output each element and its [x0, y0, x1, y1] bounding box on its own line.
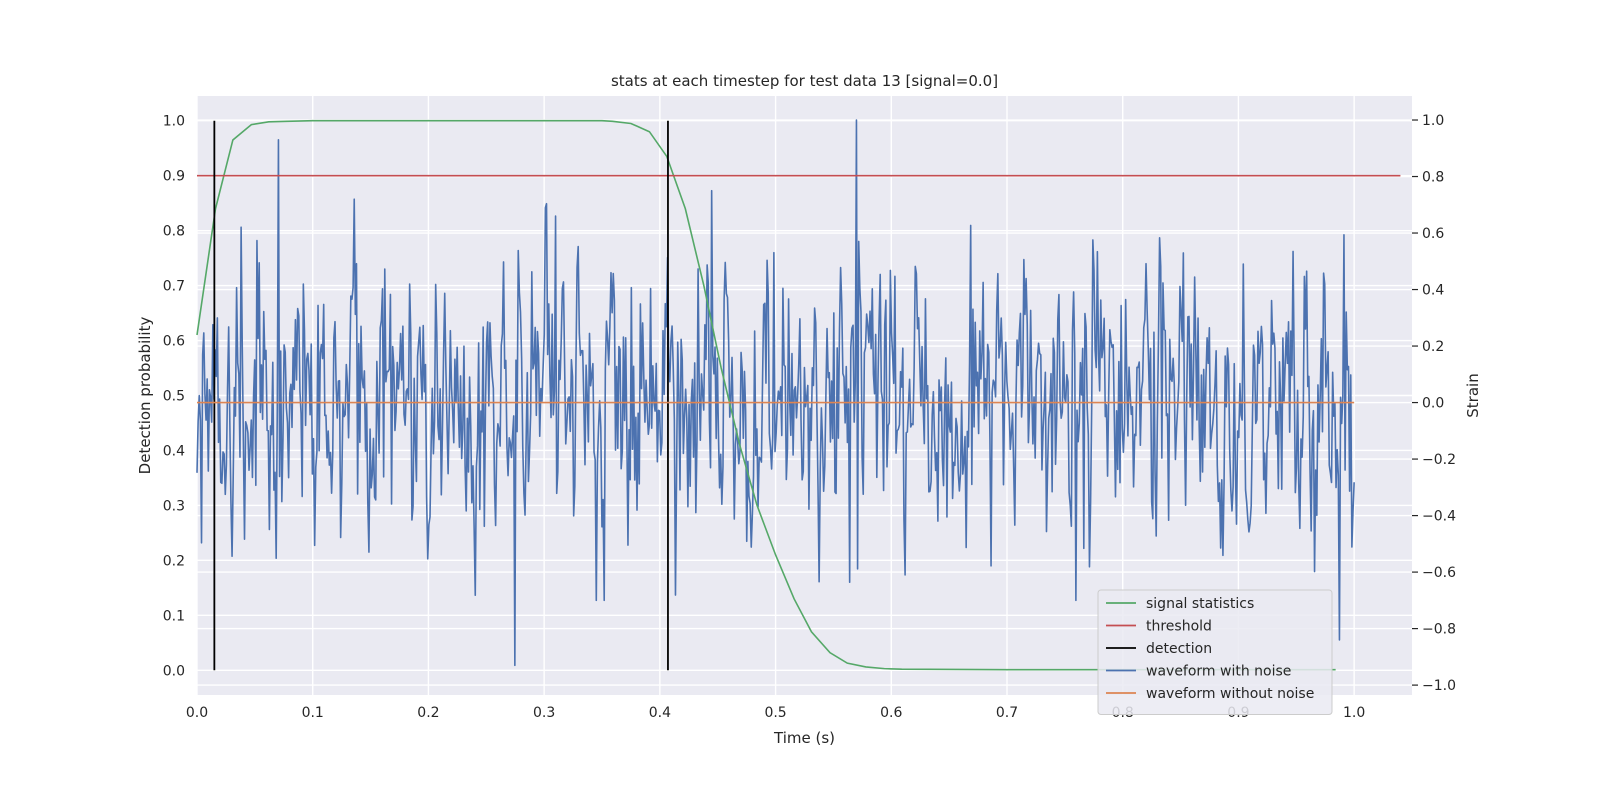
y-tick-label-right: 0.6 [1422, 226, 1444, 242]
y-tick-label-left: 0.5 [163, 389, 185, 405]
x-tick-label: 0.3 [533, 705, 555, 721]
y-axis-right: −1.0 −0.8 −0.6 −0.4 −0.2 0.0 0.2 0.4 0.6 0.8 1.0 [1412, 113, 1456, 694]
legend-box [1097, 589, 1333, 715]
legend-label: waveform with noise [1146, 664, 1291, 680]
y-axis-label-left: Detection probability [136, 317, 154, 475]
x-tick-label: 0.1 [302, 705, 324, 721]
x-tick-label: 0.6 [880, 705, 902, 721]
legend: signal statistics threshold detection wavef… [1097, 589, 1333, 715]
y-tick-label-left: 0.9 [163, 169, 185, 185]
y-tick-label-right: 1.0 [1422, 113, 1444, 129]
y-tick-label-left: 0.4 [163, 443, 185, 459]
series-layer [196, 119, 1401, 671]
y-tick-label-left: 0.3 [163, 498, 185, 514]
y-tick-label-left: 0.8 [163, 224, 185, 240]
x-tick-label: 0.5 [764, 705, 786, 721]
legend-label: threshold [1146, 619, 1212, 635]
y-axis-label-right: Strain [1464, 373, 1482, 417]
y-tick-label-left: 0.6 [163, 334, 185, 350]
y-tick-label-right: 0.0 [1422, 396, 1444, 412]
y-tick-label-right: −0.6 [1422, 565, 1456, 581]
x-axis-label: Time (s) [773, 729, 835, 747]
legend-label: signal statistics [1146, 596, 1254, 612]
series-signal-statistics [196, 119, 1336, 671]
x-tick-label: 0.0 [186, 705, 208, 721]
y-tick-label-left: 0.1 [163, 608, 185, 624]
chart-title: stats at each timestep for test data 13 … [611, 72, 998, 90]
x-tick-label: 0.7 [996, 705, 1018, 721]
y-tick-label-left: 1.0 [163, 114, 185, 130]
y-tick-label-right: −0.4 [1422, 509, 1456, 525]
y-tick-label-right: 0.4 [1422, 283, 1444, 299]
x-tick-label: 0.2 [417, 705, 439, 721]
y-tick-label-right: −1.0 [1422, 678, 1456, 694]
y-axis-left: 0.0 0.1 0.2 0.3 0.4 0.5 0.6 0.7 0.8 0.9 1.0 [163, 114, 185, 680]
legend-label: waveform without noise [1146, 686, 1314, 702]
legend-label: detection [1146, 641, 1212, 657]
x-tick-label: 0.4 [649, 705, 671, 721]
y-tick-label-left: 0.2 [163, 553, 185, 569]
y-tick-label-left: 0.7 [163, 279, 185, 295]
y-tick-label-right: 0.2 [1422, 339, 1444, 355]
series-waveform-with-noise [196, 119, 1355, 667]
y-tick-label-right: −0.2 [1422, 452, 1456, 468]
x-tick-label: 1.0 [1343, 705, 1365, 721]
y-tick-label-left: 0.0 [163, 663, 185, 679]
y-tick-label-right: 0.8 [1422, 170, 1444, 186]
y-tick-label-right: −0.8 [1422, 622, 1456, 638]
